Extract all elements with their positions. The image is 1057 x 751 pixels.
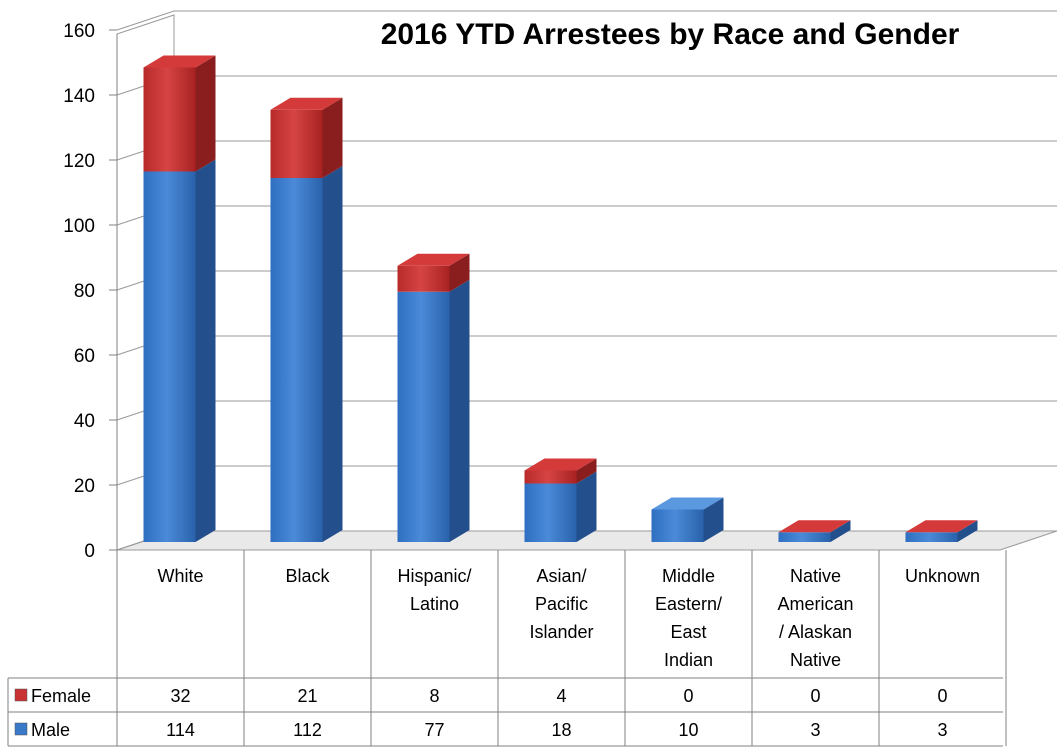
y-tick-label: 60 — [74, 346, 95, 367]
bar-top — [651, 497, 724, 510]
y-tick-label: 20 — [74, 476, 95, 497]
bar-male — [905, 520, 978, 542]
bar-male — [651, 497, 724, 542]
bar-female — [397, 253, 470, 292]
category-label: Asian/ — [536, 566, 586, 586]
category-label: American — [777, 594, 853, 614]
bar-female-side — [195, 55, 216, 172]
bar-female-side — [449, 253, 470, 292]
cell-female: 8 — [429, 686, 439, 706]
bar-male-side — [195, 159, 216, 542]
bar-male-front — [270, 178, 323, 542]
cell-male: 18 — [551, 720, 571, 740]
category-label: Pacific — [535, 594, 588, 614]
cell-female: 0 — [683, 686, 693, 706]
bar-female-front — [143, 67, 196, 172]
bar-female — [143, 55, 216, 172]
category-label: Eastern/ — [655, 594, 722, 614]
bar-male-side — [449, 279, 470, 542]
cell-male: 3 — [810, 720, 820, 740]
bar-female-side — [576, 458, 597, 484]
category-label: East — [670, 622, 706, 642]
cell-female: 0 — [810, 686, 820, 706]
gridline — [116, 140, 1057, 161]
bar-male-front — [905, 532, 958, 542]
gridline — [116, 335, 1057, 356]
bar-male-side — [703, 497, 724, 542]
gridline — [116, 75, 1057, 96]
category-label: White — [157, 566, 203, 586]
category-label: Unknown — [905, 566, 980, 586]
row-label-male: Male — [31, 720, 70, 740]
y-tick-label: 140 — [63, 86, 95, 107]
cell-male: 3 — [937, 720, 947, 740]
bar-male-side — [576, 471, 597, 542]
gridline — [116, 10, 1057, 31]
bar-female-side — [322, 97, 343, 178]
category-label: / Alaskan — [779, 622, 852, 642]
y-tick-label: 100 — [63, 216, 95, 237]
chart-title: 2016 YTD Arrestees by Race and Gender — [381, 18, 960, 51]
bar-top — [778, 520, 851, 533]
bar-female — [270, 97, 343, 178]
category-label: Latino — [410, 594, 459, 614]
bar-male-side — [830, 520, 851, 542]
category-label: Native — [790, 650, 841, 670]
legend-key-female — [14, 688, 28, 702]
cell-male: 77 — [424, 720, 444, 740]
cell-male: 112 — [293, 720, 322, 740]
y-tick-label: 0 — [84, 541, 95, 562]
row-label-female: Female — [31, 686, 91, 706]
category-label: Middle — [662, 566, 715, 586]
gridline — [116, 400, 1057, 421]
cell-female: 0 — [937, 686, 947, 706]
bar-male — [397, 279, 470, 542]
bar-male — [143, 159, 216, 542]
bar-male — [524, 471, 597, 542]
bar-male-front — [651, 509, 704, 542]
y-axis: 0 20 40 60 80 100 120 140 160 — [63, 21, 118, 562]
bar-top — [524, 458, 597, 471]
y-tick-label: 160 — [63, 21, 95, 42]
cell-male: 114 — [166, 720, 195, 740]
category-label: Indian — [664, 650, 713, 670]
data-table: White Black Hispanic/Latino Asian/Pacific Is… — [7, 550, 1007, 747]
bar-top — [270, 97, 343, 110]
bar-male — [270, 166, 343, 542]
bar-female — [524, 458, 597, 484]
y-tick-label: 120 — [63, 151, 95, 172]
bars — [143, 55, 978, 542]
bar-male-side — [957, 520, 978, 542]
category-label: Islander — [529, 622, 593, 642]
cell-female: 32 — [170, 686, 190, 706]
bar-male-front — [524, 483, 577, 542]
cell-female: 21 — [297, 686, 317, 706]
bar-female-front — [397, 265, 450, 292]
bar-top — [905, 520, 978, 533]
category-label: Native — [790, 566, 841, 586]
bar-male-side — [322, 166, 343, 542]
gridline — [116, 205, 1057, 226]
bar-top — [143, 55, 216, 68]
bar-female-front — [270, 109, 323, 178]
y-tick-label: 80 — [74, 281, 95, 302]
legend-key-male — [14, 722, 28, 736]
bar-male-front — [143, 171, 196, 542]
category-label: Hispanic/ — [397, 566, 471, 586]
gridline — [116, 270, 1057, 291]
category-label: Black — [285, 566, 330, 586]
bar-top — [397, 253, 470, 266]
cell-female: 4 — [556, 686, 566, 706]
cell-male: 10 — [678, 720, 698, 740]
y-tick-label: 40 — [74, 411, 95, 432]
bar-male-front — [397, 291, 450, 542]
bar-male — [778, 520, 851, 542]
bar-male-front — [778, 532, 831, 542]
bar-female-front — [524, 470, 577, 484]
